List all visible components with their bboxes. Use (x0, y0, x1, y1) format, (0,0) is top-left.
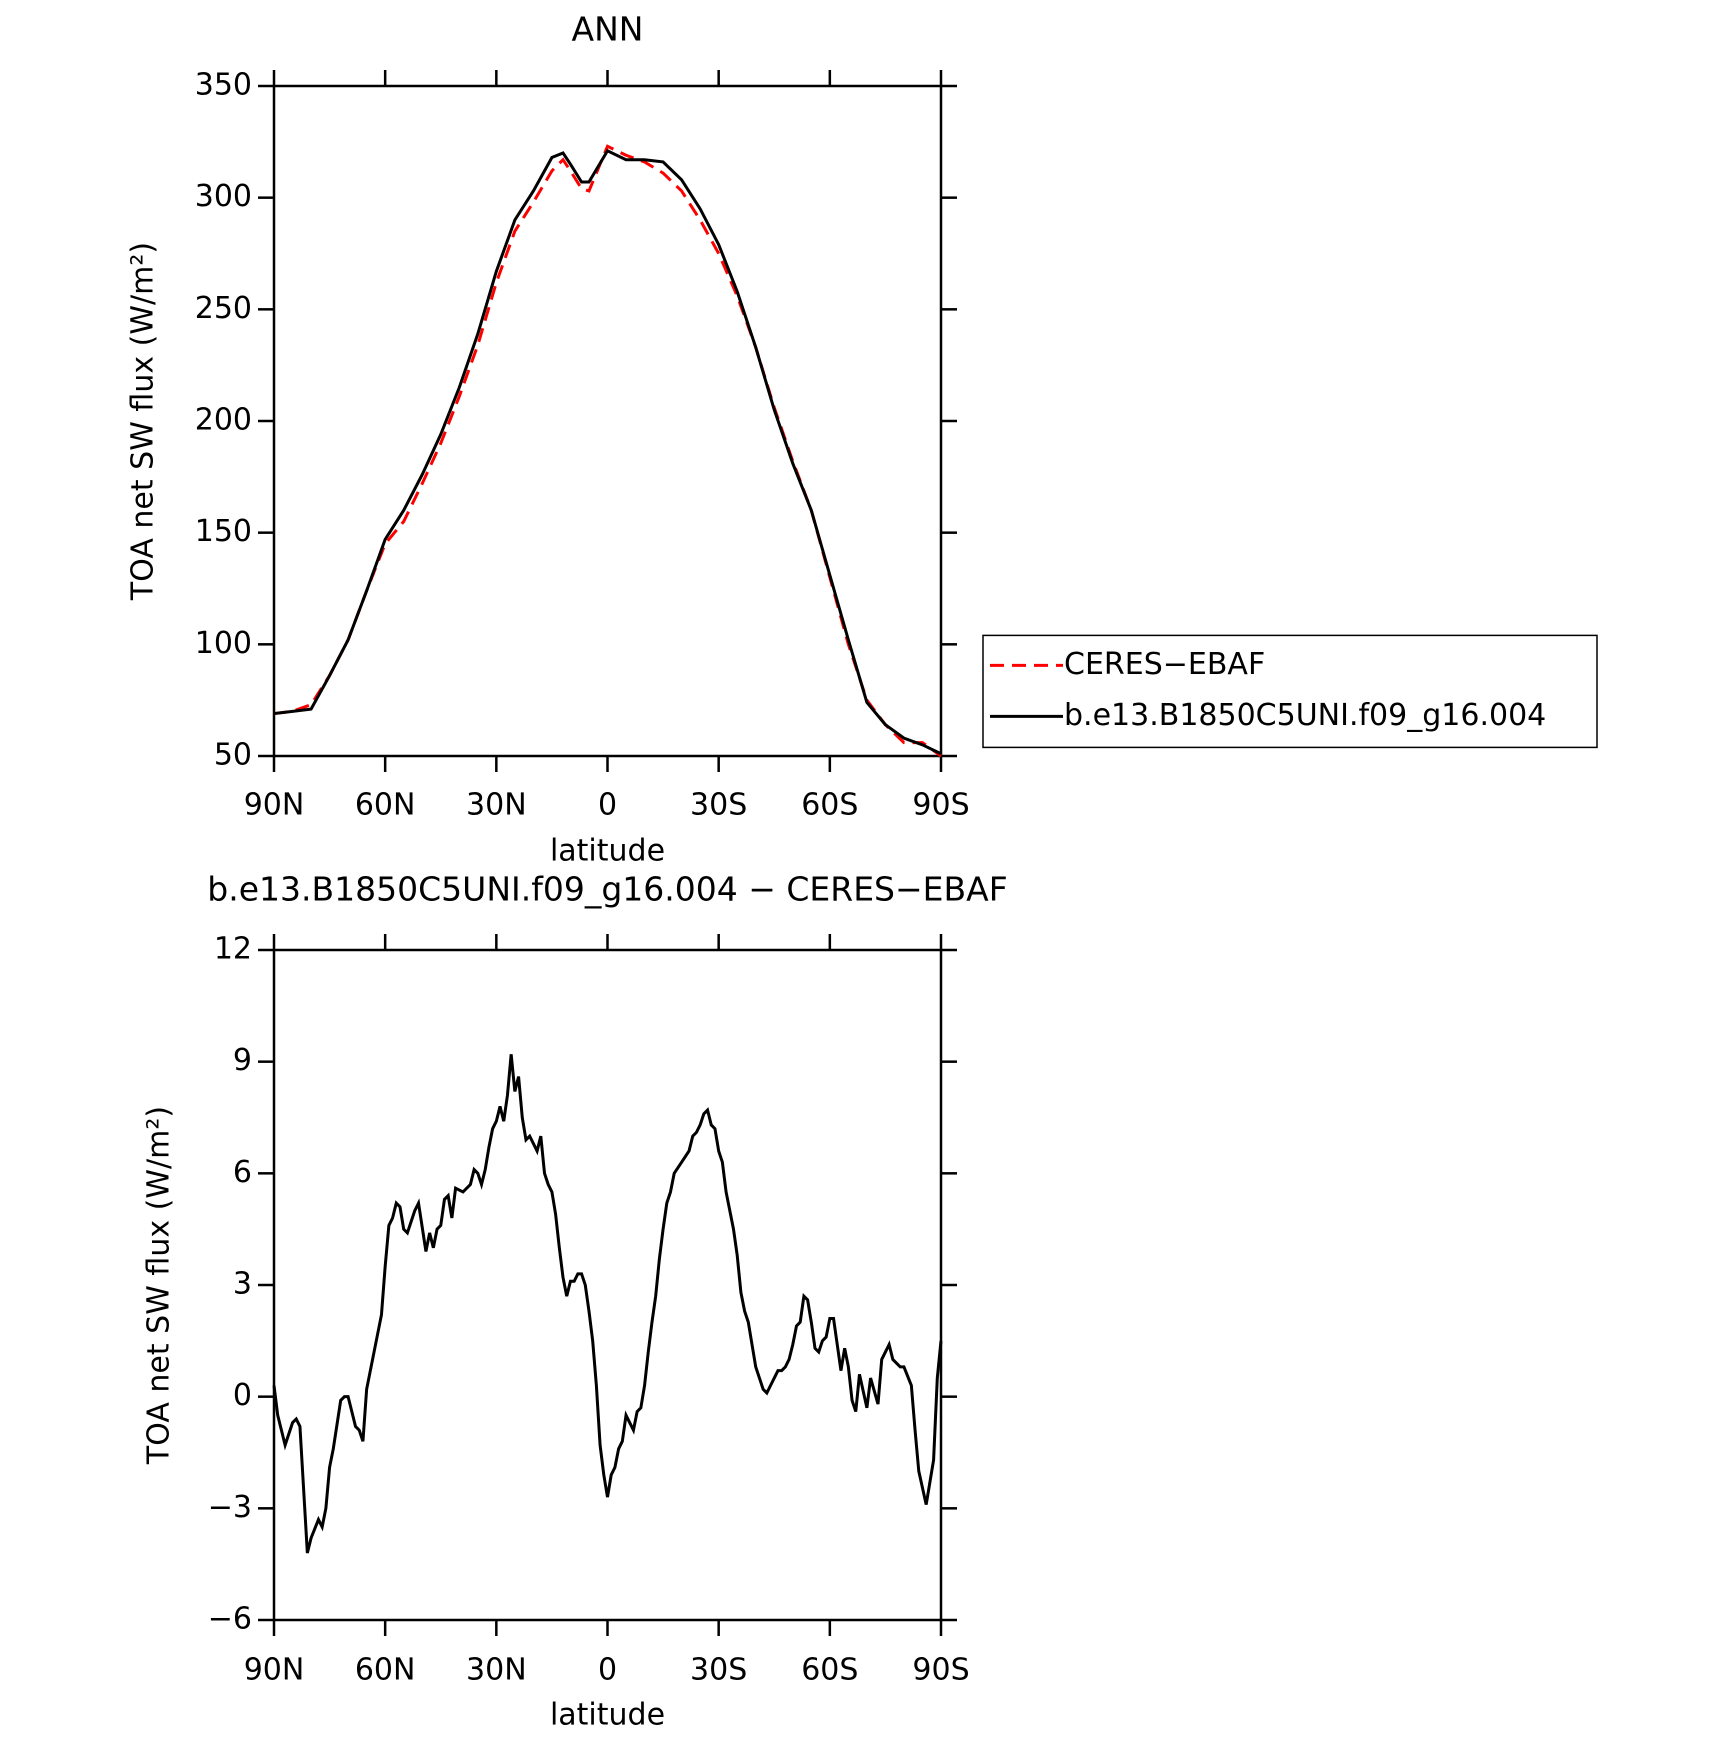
y-tick-label: 350 (195, 68, 252, 103)
x-tick-label: 30N (466, 1653, 527, 1688)
y-tick-label: 100 (195, 626, 252, 661)
legend-box (982, 634, 1598, 749)
x-tick-label: 90S (912, 788, 969, 823)
x-tick-label: 90S (912, 1653, 969, 1688)
chart-title: b.e13.B1850C5UNI.f09_g16.004 − CERES−EBA… (207, 870, 1007, 909)
y-tick-label: 50 (214, 738, 252, 773)
y-tick-label: 12 (214, 932, 252, 967)
y-tick-label: 150 (195, 514, 252, 549)
x-axis-label: latitude (550, 834, 665, 869)
y-axis-label: TOA net SW flux (W/m²) (142, 1106, 177, 1465)
x-tick-label: 90N (244, 1653, 305, 1688)
y-tick-label: 200 (195, 403, 252, 438)
x-tick-label: 90N (244, 788, 305, 823)
y-axis-label: TOA net SW flux (W/m²) (126, 242, 161, 601)
x-tick-label: 30S (690, 788, 747, 823)
y-tick-label: 250 (195, 291, 252, 326)
x-tick-label: 60S (801, 788, 858, 823)
legend-label: CERES−EBAF (1064, 647, 1265, 682)
y-tick-label: −6 (208, 1602, 252, 1637)
x-tick-label: 30N (466, 788, 527, 823)
x-tick-label: 0 (598, 788, 617, 823)
data-line (273, 144, 942, 758)
x-axis-label: latitude (550, 1698, 665, 1733)
x-tick-label: 30S (690, 1653, 747, 1688)
plot-frame (272, 948, 943, 1622)
data-line (272, 1054, 943, 1554)
x-tick-label: 0 (598, 1653, 617, 1688)
chart-title: ANN (572, 10, 644, 49)
data-line (273, 148, 942, 756)
plot-frame (272, 84, 943, 758)
y-tick-label: 6 (233, 1155, 252, 1190)
y-tick-label: 9 (233, 1043, 252, 1078)
y-tick-label: 0 (233, 1378, 252, 1413)
x-tick-label: 60N (355, 788, 416, 823)
x-tick-label: 60S (801, 1653, 858, 1688)
y-tick-label: −3 (208, 1490, 252, 1525)
x-tick-label: 60N (355, 1653, 416, 1688)
y-tick-label: 300 (195, 179, 252, 214)
legend-label: b.e13.B1850C5UNI.f09_g16.004 (1064, 698, 1546, 733)
y-tick-label: 3 (233, 1267, 252, 1302)
